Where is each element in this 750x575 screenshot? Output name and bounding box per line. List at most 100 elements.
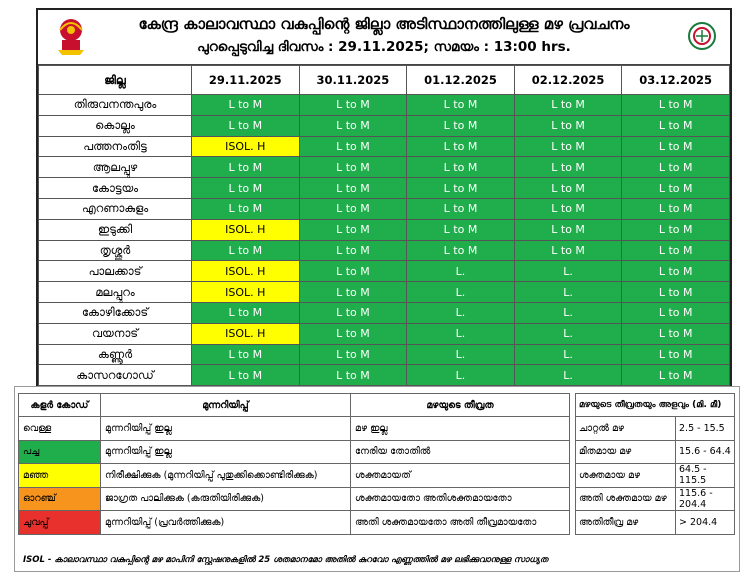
- forecast-cell: ISOL. H: [191, 135, 300, 158]
- forecast-cell: L to M: [621, 343, 730, 366]
- forecast-cell: L to M: [298, 301, 408, 324]
- district-name: തിരുവനന്തപുരം: [38, 94, 192, 116]
- forecast-cell: L to M: [298, 343, 408, 366]
- forecast-cell: L.: [513, 301, 623, 324]
- forecast-cell: L to M: [621, 177, 730, 199]
- color-swatch: പച്ച: [18, 439, 101, 464]
- intensity-row: അതിതീവ്ര മഴ > 204.4: [575, 510, 735, 535]
- forecast-cell: L to M: [406, 114, 515, 137]
- legend-row: പച്ച മുന്നറിയിപ്പ് ഇല്ല നേരിയ തോതിൽ: [18, 439, 570, 464]
- issued-date-time: പുറപ്പെടുവിച്ച ദിവസം : 29.11.2025; സമയം …: [197, 39, 571, 55]
- intensity-range: 15.6 - 64.4: [675, 439, 735, 464]
- district-name: തൃശ്ശൂർ: [38, 239, 192, 262]
- forecast-cell: L.: [513, 343, 623, 366]
- forecast-cell: L to M: [298, 177, 408, 199]
- forecast-cell: L.: [406, 364, 515, 387]
- intensity-label: അതി ശക്തമായ മഴ: [575, 486, 676, 511]
- date-column-header: 29.11.2025: [191, 65, 300, 95]
- forecast-cell: ISOL. H: [191, 260, 300, 283]
- forecast-cell: L to M: [621, 301, 730, 324]
- color-swatch: ഓറഞ്ച്: [18, 486, 101, 511]
- forecast-cell: L.: [406, 343, 515, 366]
- legend-header: മുന്നറിയിപ്പ്: [100, 393, 351, 417]
- forecast-cell: L.: [513, 322, 623, 345]
- forecast-cell: L to M: [298, 156, 408, 179]
- forecast-cell: L to M: [621, 156, 730, 179]
- district-name: പത്തനംതിട്ട: [38, 135, 192, 158]
- forecast-cell: L to M: [406, 156, 515, 179]
- forecast-cell: L to M: [298, 218, 408, 241]
- forecast-cell: L to M: [513, 94, 623, 116]
- warning-text: മുന്നറിയിപ്പ് ഇല്ല: [100, 439, 351, 464]
- forecast-cell: L to M: [191, 156, 300, 179]
- forecast-cell: L.: [406, 281, 515, 303]
- forecast-cell: L to M: [513, 218, 623, 241]
- district-name: വയനാട്: [38, 322, 192, 345]
- forecast-cell: L to M: [513, 239, 623, 262]
- intensity-label: ചാറ്റൽ മഴ: [575, 416, 676, 441]
- intensity-label: അതിതീവ്ര മഴ: [575, 510, 676, 535]
- date-column-header: 01.12.2025: [406, 65, 515, 95]
- forecast-cell: L to M: [298, 281, 408, 303]
- district-name: എറണാകുളം: [38, 197, 192, 220]
- legend-row: ചുവപ്പ് മുന്നറിയിപ്പ് (പ്രവർത്തിക്കുക) അതി…: [18, 510, 570, 535]
- forecast-cell: L to M: [298, 260, 408, 283]
- forecast-cell: L to M: [513, 197, 623, 220]
- forecast-cell: L to M: [513, 114, 623, 137]
- forecast-cell: L to M: [406, 94, 515, 116]
- intensity-range: 64.5 - 115.5: [675, 463, 735, 488]
- forecast-title: കേന്ദ്ര കാലാവസ്ഥാ വകുപ്പിന്റെ ജില്ലാ അടി…: [138, 15, 630, 33]
- district-name: കണ്ണൂർ: [38, 343, 192, 366]
- forecast-cell: L to M: [191, 364, 300, 387]
- forecast-cell: L to M: [298, 135, 408, 158]
- district-name: കോഴിക്കോട്: [38, 301, 192, 324]
- district-name: പാലക്കാട്: [38, 260, 192, 283]
- forecast-cell: L to M: [621, 135, 730, 158]
- intensity-label: മിതമായ മഴ: [575, 439, 676, 464]
- forecast-cell: L to M: [406, 239, 515, 262]
- district-forecast-table: ജില്ല 29.11.2025 30.11.2025 01.12.2025 0…: [38, 65, 730, 387]
- forecast-cell: L to M: [621, 281, 730, 303]
- forecast-cell: L to M: [513, 156, 623, 179]
- warning-text: നിരീക്ഷിക്കുക (മുന്നറിയിപ്പ് പുതുക്കിക്ക…: [100, 463, 351, 488]
- legend-row: ഓറഞ്ച് ജാഗ്രത പാലിക്കുക (കരുതിയിരിക്കുക) ശ…: [18, 486, 570, 511]
- intensity-range: 2.5 - 15.5: [675, 416, 735, 441]
- legend-row: മഞ്ഞ നിരീക്ഷിക്കുക (മുന്നറിയിപ്പ് പുതുക്ക…: [18, 463, 570, 488]
- forecast-cell: L to M: [191, 301, 300, 324]
- forecast-cell: L to M: [621, 322, 730, 345]
- district-name: ആലപ്പുഴ: [38, 156, 192, 179]
- intensity-label: ശക്തമായ മഴ: [575, 463, 676, 488]
- forecast-cell: L to M: [513, 177, 623, 199]
- forecast-cell: L to M: [191, 239, 300, 262]
- forecast-cell: L.: [513, 281, 623, 303]
- forecast-cell: ISOL. H: [191, 218, 300, 241]
- forecast-cell: L to M: [191, 177, 300, 199]
- forecast-cell: L to M: [621, 239, 730, 262]
- legend-row: വെള്ള മുന്നറിയിപ്പ് ഇല്ല മഴ ഇല്ല: [18, 416, 570, 441]
- district-name: കൊല്ലം: [38, 114, 192, 137]
- forecast-table-panel: കേന്ദ്ര കാലാവസ്ഥാ വകുപ്പിന്റെ ജില്ലാ അടി…: [36, 8, 732, 389]
- intensity-row: ചാറ്റൽ മഴ 2.5 - 15.5: [575, 416, 735, 441]
- intensity-text: നേരിയ തോതിൽ: [350, 439, 570, 464]
- date-column-header: 30.11.2025: [298, 65, 408, 95]
- intensity-text: അതി ശക്തമായതോ അതി തീവ്രമായതോ: [350, 510, 570, 535]
- isol-footnote: ISOL - കാലാവസ്ഥാ വകുപ്പിന്റെ മഴ മാപിനി സ…: [23, 555, 548, 565]
- legend-header: മഴയുടെ തീവ്രത: [350, 393, 570, 417]
- forecast-cell: L to M: [191, 343, 300, 366]
- intensity-text: ശക്തമായതോ അതിശക്തമായതോ: [350, 486, 570, 511]
- color-code-legend: കളർ കോഡ് മുന്നറിയിപ്പ് മഴയുടെ തീവ്രത വെള…: [18, 393, 570, 535]
- rainfall-intensity-table: മഴയുടെ തീവ്രതയും അളവും (മി. മീ) ചാറ്റൽ മ…: [575, 393, 735, 535]
- forecast-cell: L to M: [298, 364, 408, 387]
- forecast-cell: L to M: [406, 218, 515, 241]
- forecast-cell: L to M: [191, 114, 300, 137]
